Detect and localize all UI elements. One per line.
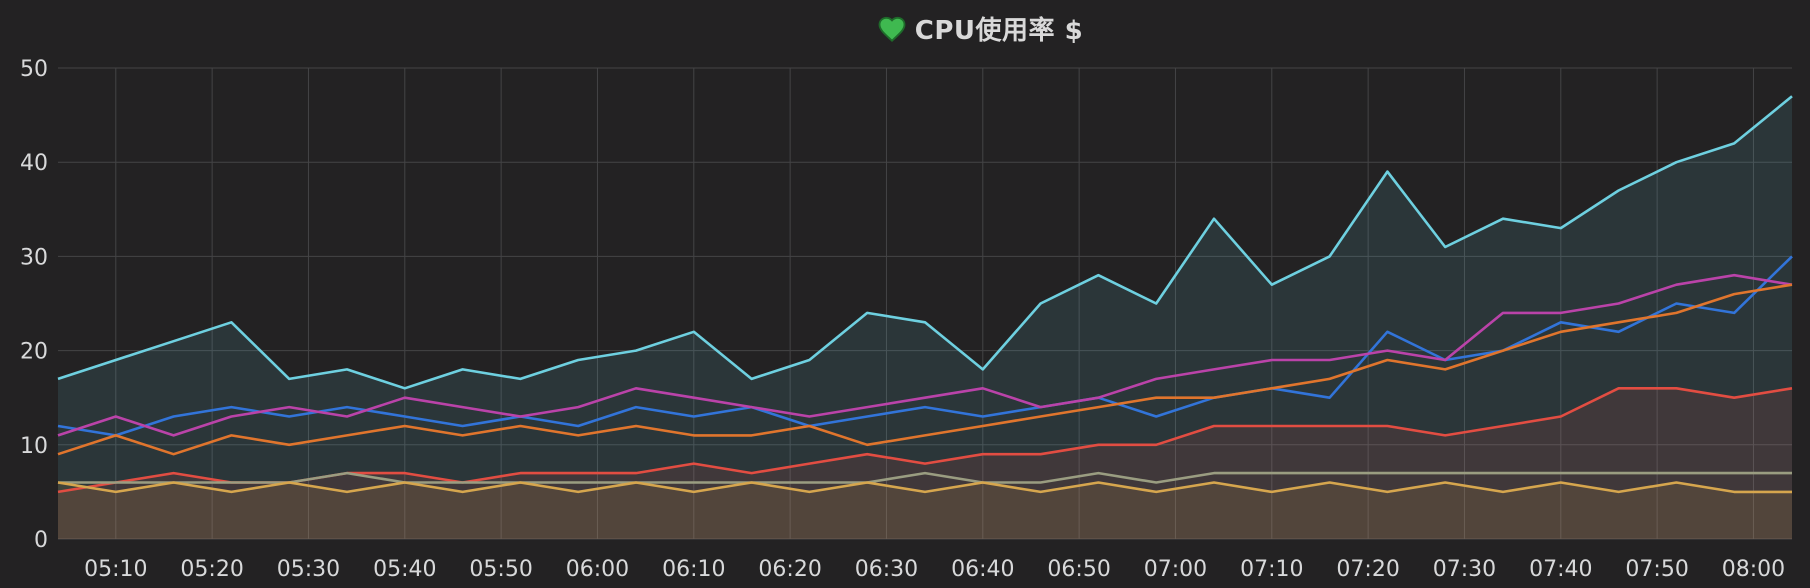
x-tick-label: 08:00 [1722,557,1785,582]
x-tick-label: 05:40 [373,557,436,582]
series-line-6 [58,471,1792,484]
x-tick-label: 06:10 [662,557,725,582]
series-area-1 [58,96,1792,540]
y-axis: 0 10 20 30 40 50 [20,57,48,553]
x-tick-label: 07:40 [1529,557,1592,582]
x-tick-label: 07:00 [1144,557,1207,582]
panel-title: CPU使用率 $ [914,16,1084,46]
series-line-3 [57,273,1793,437]
x-tick-label: 07:50 [1625,557,1688,582]
x-tick-label: 06:00 [566,557,629,582]
x-tick-label: 06:40 [951,557,1014,582]
series-area-7 [58,482,1792,539]
x-tick-label: 05:30 [277,557,340,582]
y-tick-label: 40 [20,151,48,176]
y-tick-label: 50 [20,57,48,82]
x-axis: 05:10 05:20 05:30 05:40 05:50 06:00 06:10 06:20… [84,557,1785,582]
series-line-4 [57,283,1793,456]
panel-header[interactable]: CPU使用率 $ [0,10,1810,47]
x-tick-label: 06:30 [855,557,918,582]
heart-shape [878,16,906,42]
x-tick-label: 06:50 [1047,557,1110,582]
x-tick-label: 07:30 [1433,557,1496,582]
series-line-7 [57,481,1792,494]
y-tick-label: 30 [20,245,48,270]
x-tick-label: 05:50 [469,557,532,582]
x-tick-label: 06:20 [758,557,821,582]
x-tick-label: 05:10 [84,557,147,582]
y-tick-label: 10 [20,434,48,459]
x-tick-label: 07:20 [1336,557,1399,582]
series-lines [57,95,1793,494]
x-tick-label: 05:20 [180,557,243,582]
grid [58,67,1792,540]
x-tick-label: 07:10 [1240,557,1303,582]
heart-icon [877,14,907,44]
y-tick-label: 20 [20,340,48,365]
series-line-1 [57,95,1793,390]
y-tick-label: 0 [34,528,48,553]
